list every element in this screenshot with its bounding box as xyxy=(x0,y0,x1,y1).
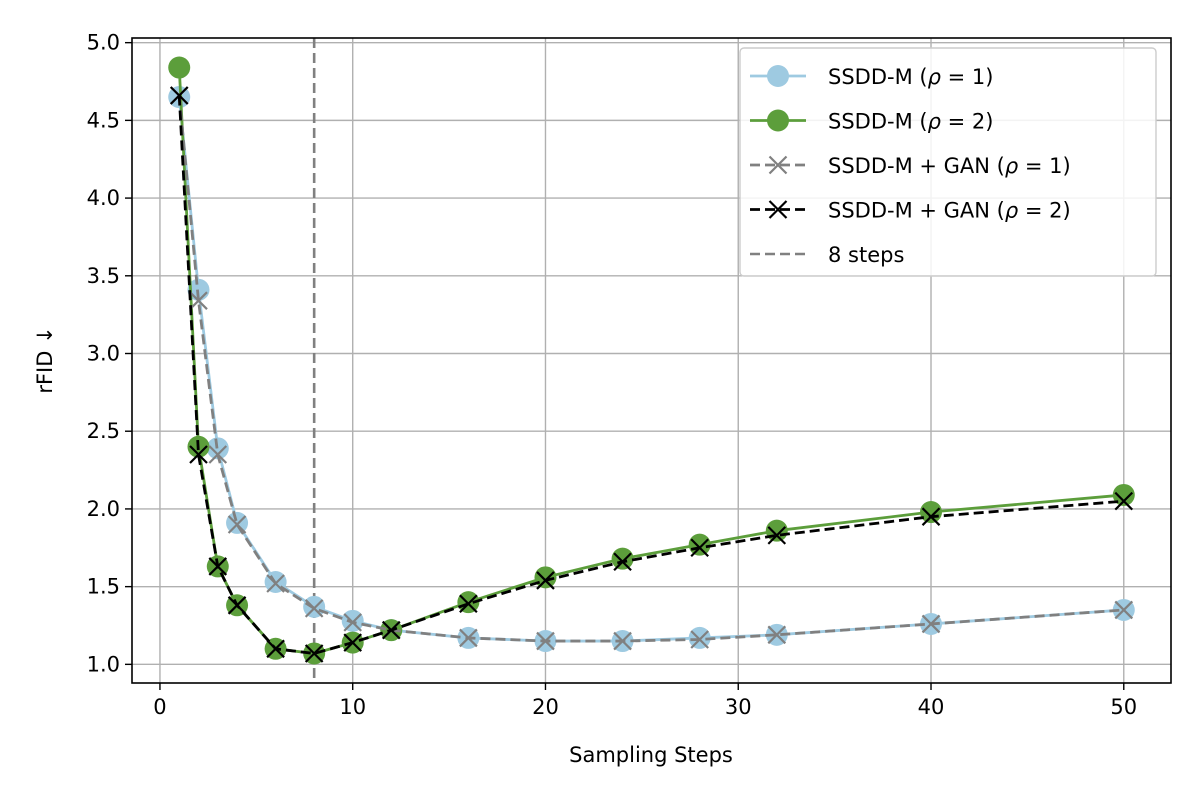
x-tick-label: 40 xyxy=(918,695,945,719)
data-point xyxy=(168,56,191,79)
data-point xyxy=(343,633,362,652)
legend-label: SSDD-M + GAN (ρ = 2) xyxy=(828,199,1071,223)
x-tick-label: 30 xyxy=(725,695,752,719)
series-group xyxy=(168,56,1135,665)
legend-swatch-marker xyxy=(768,200,788,219)
data-point xyxy=(920,501,943,524)
data-point xyxy=(208,445,228,464)
plot-frame xyxy=(131,37,1172,684)
data-point xyxy=(921,507,941,526)
y-axis: 1.0 1.5 2.0 2.5 3.0 3.5 4.0 4.5 5.0 xyxy=(87,31,132,676)
legend-swatch-marker xyxy=(767,65,789,87)
series-4 xyxy=(169,86,1134,663)
data-point xyxy=(1114,600,1134,620)
x-tick-label: 0 xyxy=(153,695,166,719)
data-point xyxy=(343,613,362,632)
data-point xyxy=(534,566,557,589)
x-tick-label: 20 xyxy=(532,695,559,719)
data-point xyxy=(169,86,189,105)
data-point xyxy=(611,547,634,570)
data-point xyxy=(381,620,401,640)
y-tick-label: 4.5 xyxy=(87,108,120,132)
data-point xyxy=(767,526,787,545)
y-tick-label: 5.0 xyxy=(87,31,120,55)
data-point xyxy=(304,644,324,663)
data-point xyxy=(189,445,208,464)
data-point xyxy=(767,625,787,645)
x-axis-title: Sampling Steps xyxy=(569,743,733,767)
data-point xyxy=(266,639,285,659)
data-point xyxy=(1114,491,1134,511)
data-point xyxy=(536,571,555,590)
data-point xyxy=(227,515,247,534)
legend-item: 8 steps xyxy=(750,243,904,267)
data-point xyxy=(921,614,941,634)
y-axis-title: rFID ↓ xyxy=(33,326,57,393)
y-tick-label: 1.0 xyxy=(87,652,120,676)
legend-label: 8 steps xyxy=(828,243,904,267)
legend-item: SSDD-M (ρ = 1) xyxy=(750,65,993,89)
x-tick-label: 10 xyxy=(339,695,366,719)
data-point xyxy=(765,519,788,542)
y-tick-label: 4.0 xyxy=(87,186,120,210)
legend-box xyxy=(739,47,1157,277)
data-point xyxy=(613,552,632,572)
y-tick-label: 2.5 xyxy=(87,419,120,443)
data-point xyxy=(1112,483,1135,506)
legend: SSDD-M (ρ = 1) SSDD-M (ρ = 2) SSDD-M + GAN… xyxy=(739,47,1157,277)
data-point xyxy=(459,594,478,614)
data-point xyxy=(690,630,709,649)
data-point xyxy=(688,533,711,556)
legend-label: SSDD-M (ρ = 2) xyxy=(828,110,993,134)
legend-label: SSDD-M + GAN (ρ = 1) xyxy=(828,154,1071,178)
x-axis: 0 10 20 30 40 50 xyxy=(153,683,1137,719)
data-point xyxy=(189,291,208,310)
data-point xyxy=(266,574,285,593)
data-point xyxy=(227,596,247,615)
x-tick-label: 50 xyxy=(1110,695,1137,719)
y-tick-label: 3.0 xyxy=(87,342,120,366)
data-point xyxy=(208,557,228,576)
legend-swatch-marker xyxy=(767,109,789,132)
y-tick-label: 2.0 xyxy=(87,497,120,521)
y-tick-label: 1.5 xyxy=(87,575,120,599)
data-point xyxy=(536,631,555,651)
legend-label: SSDD-M (ρ = 1) xyxy=(828,65,993,89)
data-point xyxy=(304,599,324,618)
data-point xyxy=(690,538,709,558)
y-tick-label: 3.5 xyxy=(87,264,120,288)
legend-item: SSDD-M + GAN (ρ = 2) xyxy=(750,199,1071,223)
legend-item: SSDD-M + GAN (ρ = 1) xyxy=(750,154,1071,178)
legend-item: SSDD-M (ρ = 2) xyxy=(750,109,993,134)
data-point xyxy=(459,628,478,648)
data-point xyxy=(613,631,632,651)
legend-swatch-marker xyxy=(768,155,788,175)
